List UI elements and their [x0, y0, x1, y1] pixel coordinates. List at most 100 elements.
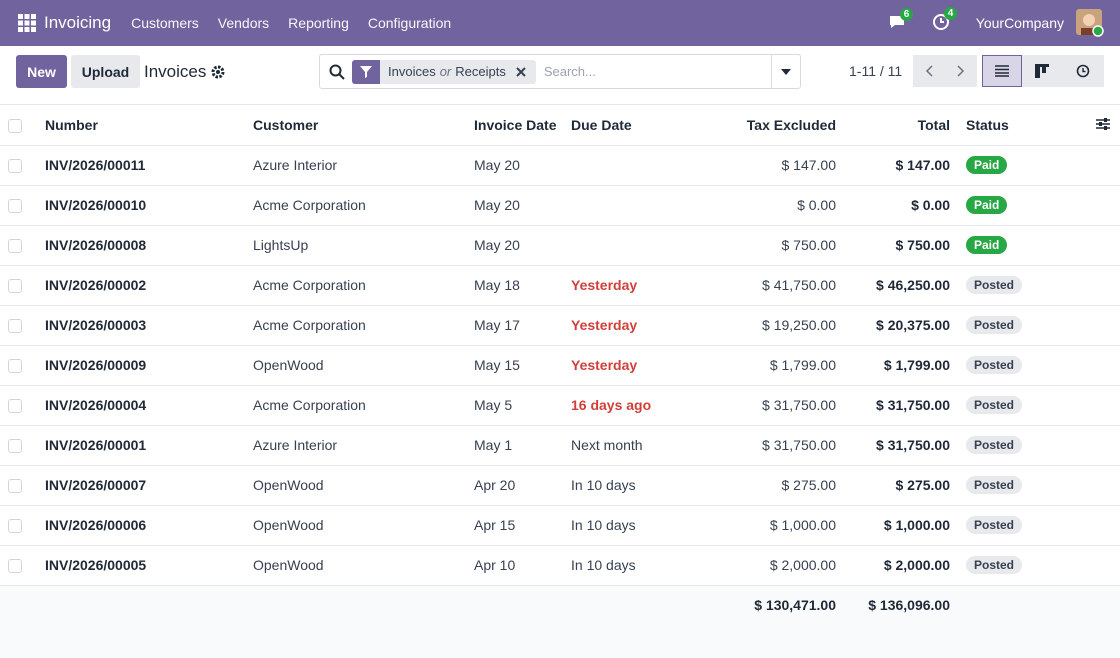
- menu-item[interactable]: Vendors: [217, 15, 270, 31]
- column-header[interactable]: Tax Excluded: [705, 105, 844, 146]
- status-badge: Paid: [966, 236, 1008, 254]
- total: $ 31,750.00: [844, 425, 958, 466]
- invoice-table: Number Customer Invoice Date Due Date Ta…: [0, 105, 1120, 625]
- row-checkbox[interactable]: [8, 199, 22, 214]
- activities[interactable]: 4: [932, 6, 958, 34]
- status-cell: Paid: [958, 225, 1088, 266]
- select-cell: [0, 225, 37, 266]
- list-view[interactable]: [982, 55, 1022, 87]
- row-checkbox[interactable]: [8, 239, 22, 254]
- column-header[interactable]: Invoice Date: [466, 105, 563, 146]
- invoice-date: Apr 10: [466, 545, 563, 586]
- customer: Azure Interior: [245, 425, 466, 466]
- row-checkbox[interactable]: [8, 439, 22, 454]
- customer: Acme Corporation: [245, 385, 466, 426]
- column-header[interactable]: Total: [844, 105, 958, 146]
- avatar[interactable]: [1076, 9, 1104, 37]
- column-header[interactable]: Number: [37, 105, 245, 146]
- status-badge: Posted: [966, 516, 1023, 534]
- invoice-row[interactable]: INV/2026/00010 Acme Corporation May 20 $ 0.…: [0, 185, 1120, 226]
- facet-value: Invoices: [388, 64, 436, 79]
- tax-excluded: $ 31,750.00: [705, 385, 844, 426]
- app-name[interactable]: Invoicing: [44, 13, 112, 32]
- invoice-row[interactable]: INV/2026/00006 OpenWood Apr 15 In 10 days $ …: [0, 505, 1120, 546]
- row-checkbox[interactable]: [8, 399, 22, 414]
- column-header[interactable]: Status: [958, 105, 1088, 146]
- new-button[interactable]: New: [16, 55, 67, 88]
- kanban-view[interactable]: [1022, 55, 1062, 87]
- column-header[interactable]: Due Date: [563, 105, 705, 146]
- due-date: [563, 145, 705, 186]
- control-panel: New Upload Invoices Invoices or Receipts…: [0, 46, 1120, 105]
- total-tax-excluded: $ 130,471.00: [705, 585, 844, 625]
- total-amount: $ 136,096.00: [844, 585, 958, 625]
- spacer-cell: [1088, 145, 1120, 186]
- row-checkbox[interactable]: [8, 279, 22, 294]
- row-checkbox[interactable]: [8, 559, 22, 574]
- due-date: Yesterday: [563, 265, 705, 306]
- menu-item[interactable]: Configuration: [367, 15, 452, 31]
- invoice-date: Apr 15: [466, 505, 563, 546]
- company[interactable]: YourCompany: [975, 15, 1064, 31]
- search-input[interactable]: Search...: [543, 64, 596, 79]
- pager-next[interactable]: [945, 55, 977, 87]
- row-checkbox[interactable]: [8, 159, 22, 174]
- facet-remove[interactable]: [516, 66, 526, 77]
- total: $ 20,375.00: [844, 305, 958, 346]
- status-cell: Posted: [958, 465, 1088, 506]
- menu-item[interactable]: Reporting: [288, 15, 349, 31]
- customer: Acme Corporation: [245, 305, 466, 346]
- status-cell: Posted: [958, 505, 1088, 546]
- filter-facet: Invoices or Receipts: [352, 59, 536, 84]
- invoice-row[interactable]: INV/2026/00009 OpenWood May 15 Yesterday $ 1…: [0, 345, 1120, 386]
- invoice-row[interactable]: INV/2026/00001 Azure Interior May 1 Next mo…: [0, 425, 1120, 466]
- clock-icon: [932, 13, 949, 30]
- messages[interactable]: 6: [888, 7, 914, 33]
- due-date: In 10 days: [563, 545, 705, 586]
- status-badge: Posted: [966, 556, 1023, 574]
- invoice-row[interactable]: INV/2026/00003 Acme Corporation May 17 Yest…: [0, 305, 1120, 346]
- select-cell: [0, 345, 37, 386]
- apps-icon[interactable]: [18, 14, 36, 32]
- customer: OpenWood: [245, 345, 466, 386]
- menu-item[interactable]: Customers: [131, 15, 199, 31]
- total: $ 0.00: [844, 185, 958, 226]
- pager[interactable]: 1-11 / 11: [849, 63, 903, 79]
- invoice-row[interactable]: INV/2026/00005 OpenWood Apr 10 In 10 days $ …: [0, 545, 1120, 586]
- select-cell: [0, 545, 37, 586]
- row-checkbox[interactable]: [8, 359, 22, 374]
- invoice-row[interactable]: INV/2026/00008 LightsUp May 20 $ 750.00 $ 75…: [0, 225, 1120, 266]
- spacer-cell: [1088, 465, 1120, 506]
- breadcrumb: Invoices: [144, 62, 207, 81]
- select-all[interactable]: [8, 118, 22, 133]
- upload-button[interactable]: Upload: [71, 55, 140, 88]
- select-cell: [0, 265, 37, 306]
- invoice-row[interactable]: INV/2026/00004 Acme Corporation May 5 16 da…: [0, 385, 1120, 426]
- invoice-date: May 18: [466, 265, 563, 306]
- invoice-row[interactable]: INV/2026/00011 Azure Interior May 20 $ 147.…: [0, 145, 1120, 186]
- status-cell: Posted: [958, 545, 1088, 586]
- total: $ 1,799.00: [844, 345, 958, 386]
- status-cell: Posted: [958, 345, 1088, 386]
- spacer-cell: [1088, 505, 1120, 546]
- invoice-row[interactable]: INV/2026/00007 OpenWood Apr 20 In 10 days $ …: [0, 465, 1120, 506]
- invoice-number: INV/2026/00004: [37, 385, 245, 426]
- row-checkbox[interactable]: [8, 479, 22, 494]
- customer: OpenWood: [245, 505, 466, 546]
- row-checkbox[interactable]: [8, 519, 22, 534]
- spacer-cell: [1088, 425, 1120, 466]
- customer: LightsUp: [245, 225, 466, 266]
- row-checkbox[interactable]: [8, 319, 22, 334]
- pager-prev[interactable]: [913, 55, 945, 87]
- status-badge: Posted: [966, 476, 1023, 494]
- optional-columns[interactable]: [1096, 117, 1110, 130]
- invoice-row[interactable]: INV/2026/00002 Acme Corporation May 18 Yest…: [0, 265, 1120, 306]
- gear-icon[interactable]: [211, 65, 225, 79]
- column-header[interactable]: Customer: [245, 105, 466, 146]
- invoice-date: May 17: [466, 305, 563, 346]
- tax-excluded: $ 1,000.00: [705, 505, 844, 546]
- customer: Acme Corporation: [245, 265, 466, 306]
- totals-row: $ 130,471.00 $ 136,096.00: [0, 585, 1120, 625]
- search-toggle[interactable]: [771, 55, 800, 88]
- activity-view[interactable]: [1062, 55, 1104, 87]
